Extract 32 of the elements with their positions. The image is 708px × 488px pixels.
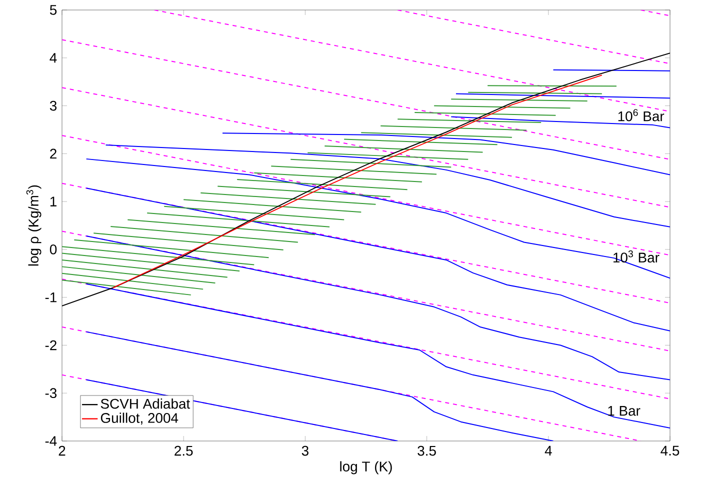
x-tick-label: 3.5 xyxy=(418,446,436,456)
x-tick-label: 4 xyxy=(544,446,552,456)
y-axis-title: log ρ (Kg/m$^{3}$) xyxy=(26,185,42,266)
y-tick-label: 5 xyxy=(50,5,57,15)
y-tick-label: -2 xyxy=(45,340,56,350)
x-axis-title: log T (K) xyxy=(340,461,392,474)
y-tick-label: 1 xyxy=(50,196,56,206)
annotation: 10$^{6}$ Bar xyxy=(618,109,664,122)
line-series xyxy=(105,144,670,228)
x-tick-label: 4.5 xyxy=(660,446,680,456)
annotation: 1 Bar xyxy=(608,406,640,416)
x-tick-label: 2 xyxy=(58,446,66,456)
y-tick-label: -1 xyxy=(45,292,56,302)
x-tick-label: 3 xyxy=(302,446,308,456)
y-tick-label: 3 xyxy=(50,100,57,111)
line-series xyxy=(62,52,670,306)
line-series xyxy=(86,236,670,380)
y-tick-label: 4 xyxy=(50,53,57,63)
line-series xyxy=(86,331,554,441)
y-tick-label: 0 xyxy=(50,244,57,254)
annotation: 10$^{3}$ Bar xyxy=(614,250,660,263)
line-series xyxy=(86,188,670,332)
line-series xyxy=(222,132,670,176)
y-tick-label: 2 xyxy=(50,148,56,159)
line-series xyxy=(86,283,670,429)
y-tick-label: -4 xyxy=(45,436,57,446)
legend-label: Guillot, 2004 xyxy=(100,412,178,425)
legend-label: SCVH Adiabat xyxy=(100,398,190,409)
y-tick-label: -3 xyxy=(45,388,57,398)
x-tick-label: 2.5 xyxy=(174,446,193,456)
line-series xyxy=(112,74,602,288)
line-series xyxy=(86,158,670,279)
